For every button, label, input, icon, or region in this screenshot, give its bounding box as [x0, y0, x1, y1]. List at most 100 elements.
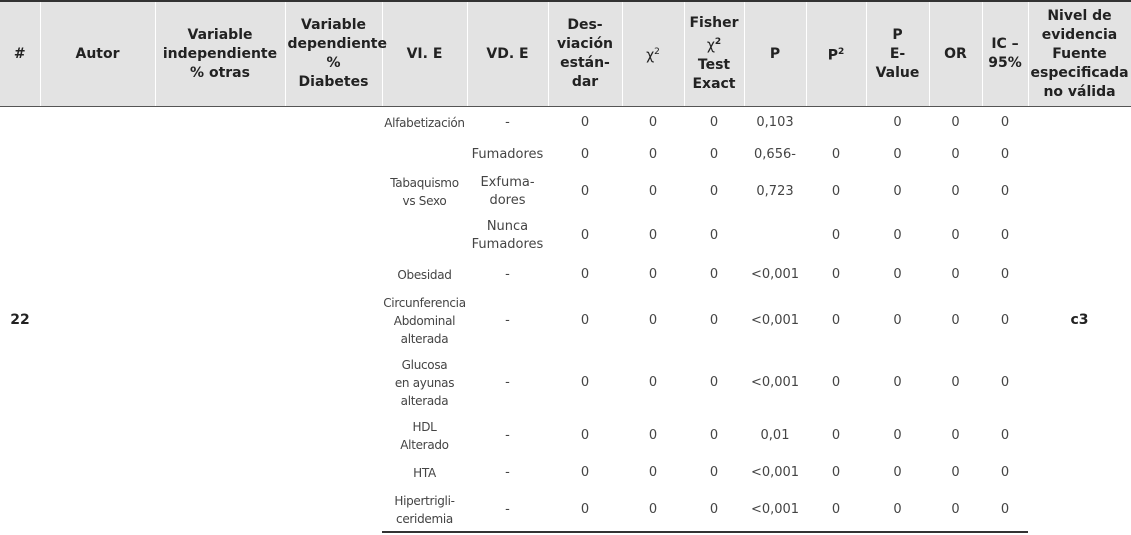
vi-e-cell: Alfabetización: [382, 107, 467, 140]
vd-e-cell: Fumadores: [467, 139, 548, 171]
ic-95-cell: 0: [982, 489, 1028, 533]
cell-line: -: [505, 267, 510, 282]
p-e-value-cell: 0: [893, 374, 902, 390]
p-cell: <0,001: [750, 465, 800, 480]
col-header-fisher: Fisher χ2 Test Exact: [683, 0, 745, 107]
cell-line: -: [505, 502, 510, 517]
p-cell: <0,001: [750, 313, 800, 328]
or-cell: 0: [951, 313, 960, 328]
vd-e-cell: -: [467, 414, 548, 457]
fisher-cell: 0: [709, 465, 719, 480]
chi-square-cell: 0: [648, 147, 658, 162]
table-row: Tabaquismo vs Sexo Exfuma-dores 0 0 0 0,723 0 0 0…: [0, 171, 1131, 213]
col-header-p-e-value: P E-Value: [865, 0, 930, 107]
p-cell: 0,01: [760, 427, 790, 443]
ic-95-cell: 0: [1000, 267, 1010, 282]
cell-line: HTA: [413, 466, 436, 480]
chi-square-cell: 0: [648, 115, 658, 130]
ic-95-cell: 0: [1000, 184, 1010, 199]
col-header-chi-square: χ2: [621, 0, 685, 107]
header-row: # Autor Variable independiente% otras Var…: [0, 0, 1131, 107]
vd-e-cell: -: [467, 351, 548, 414]
col-header-ic-95: IC –95%: [981, 0, 1029, 107]
chi-square-cell: 0: [648, 228, 658, 243]
desviacion-cell: 0: [580, 465, 590, 480]
col-header-number: #: [0, 0, 41, 107]
col-header-nivel-evidencia: Nivel de evidencia Fuente especificada no vá…: [1027, 0, 1131, 107]
cell-line: en ayunas: [394, 375, 455, 390]
table-row: 22 Alfabetización - 0 0 0 0,103 0 0 0 c3: [0, 107, 1131, 328]
chi-square-cell: 0: [648, 313, 658, 328]
cell-line: Nunca: [486, 219, 529, 234]
fisher-cell: 0: [709, 184, 719, 199]
cell-line: Fumadores: [471, 237, 544, 252]
p-squared-cell: 0: [806, 489, 866, 533]
col-header-p-squared: P2: [805, 0, 867, 107]
or-cell: 0: [951, 184, 960, 199]
vi-e-cell: [382, 213, 467, 259]
vd-e-cell: -: [467, 259, 548, 291]
cell-line: alterada: [400, 393, 449, 408]
chi-square-cell: 0: [648, 465, 658, 480]
nivel-evidencia-cell: c3: [1070, 311, 1089, 328]
fisher-cell: 0: [684, 489, 744, 533]
fisher-cell: 0: [709, 374, 719, 390]
cell-line: Circunferencia: [383, 296, 466, 310]
vi-e-cell: Obesidad: [382, 259, 467, 291]
table-row: Glucosa en ayunas alterada - 0 0 0 <0,001 0 0 0 0: [0, 351, 1131, 414]
fisher-cell: 0: [709, 267, 719, 282]
desviacion-cell: 0: [580, 115, 590, 130]
cell-line: -: [505, 313, 510, 328]
vi-e-cell: Glucosa en ayunas alterada: [382, 351, 467, 414]
or-cell: 0: [951, 228, 960, 243]
ic-95-cell: 0: [1000, 147, 1010, 162]
cell-line: vs Sexo: [402, 194, 447, 208]
p-squared-cell: 0: [831, 184, 841, 199]
cell-line: Tabaquismo: [390, 176, 459, 190]
p-cell: 0,103: [756, 115, 794, 130]
p-squared-cell: 0: [831, 228, 841, 243]
cell-line: Exfuma-: [480, 175, 535, 190]
p-cell: <0,001: [750, 267, 800, 282]
desviacion-cell: 0: [580, 184, 590, 199]
ic-95-cell: 0: [1000, 427, 1010, 443]
chi-square-cell: 0: [648, 427, 658, 443]
fisher-cell: 0: [709, 427, 719, 443]
table-row: HDL Alterado - 0 0 0 0,01 0 0 0 0: [0, 414, 1131, 457]
variable-dependiente-cell: [285, 107, 382, 533]
vi-e-cell: Hipertrigli-ceridemia: [382, 489, 467, 533]
p-e-value-cell: 0: [893, 184, 902, 199]
table-body: 22 Alfabetización - 0 0 0 0,103 0 0 0 c3 Fumadores 0…: [0, 107, 1131, 533]
col-header-variable-dependiente: Variable dependiente% Diabetes: [284, 0, 387, 107]
vd-e-cell: -: [467, 291, 548, 351]
cell-line: Alterado: [400, 437, 449, 452]
fisher-cell: 0: [709, 115, 719, 130]
p-cell: 0,723: [756, 184, 794, 199]
or-cell: 0: [951, 267, 960, 282]
or-cell: 0: [951, 427, 960, 443]
p-e-value-cell: 0: [893, 267, 902, 282]
autor-cell: [40, 107, 155, 533]
p-e-value-cell: 0: [893, 465, 902, 480]
ic-95-cell: 0: [1000, 465, 1010, 480]
p-e-value-cell: 0: [893, 313, 902, 328]
p-e-value-cell: 0: [893, 427, 902, 443]
cell-line: Abdominal: [393, 314, 456, 328]
vd-e-cell: -: [467, 457, 548, 489]
p-squared-cell: 0: [831, 313, 841, 328]
fisher-cell: 0: [709, 147, 719, 162]
ic-95-cell: 0: [1000, 313, 1010, 328]
p-cell: <0,001: [744, 489, 806, 533]
col-header-or: OR: [928, 0, 983, 107]
cell-line: ceridemia: [396, 512, 453, 526]
p-e-value-cell: 0: [866, 489, 929, 533]
cell-line: Fumadores: [471, 147, 544, 162]
vd-e-cell: -: [467, 107, 548, 140]
p-squared-cell: 0: [831, 374, 841, 390]
vi-e-cell: HDL Alterado: [382, 414, 467, 457]
or-cell: 0: [951, 115, 960, 130]
desviacion-cell: 0: [580, 427, 590, 443]
desviacion-cell: 0: [580, 374, 590, 390]
table-row: HTA - 0 0 0 <0,001 0 0 0 0: [0, 457, 1131, 489]
